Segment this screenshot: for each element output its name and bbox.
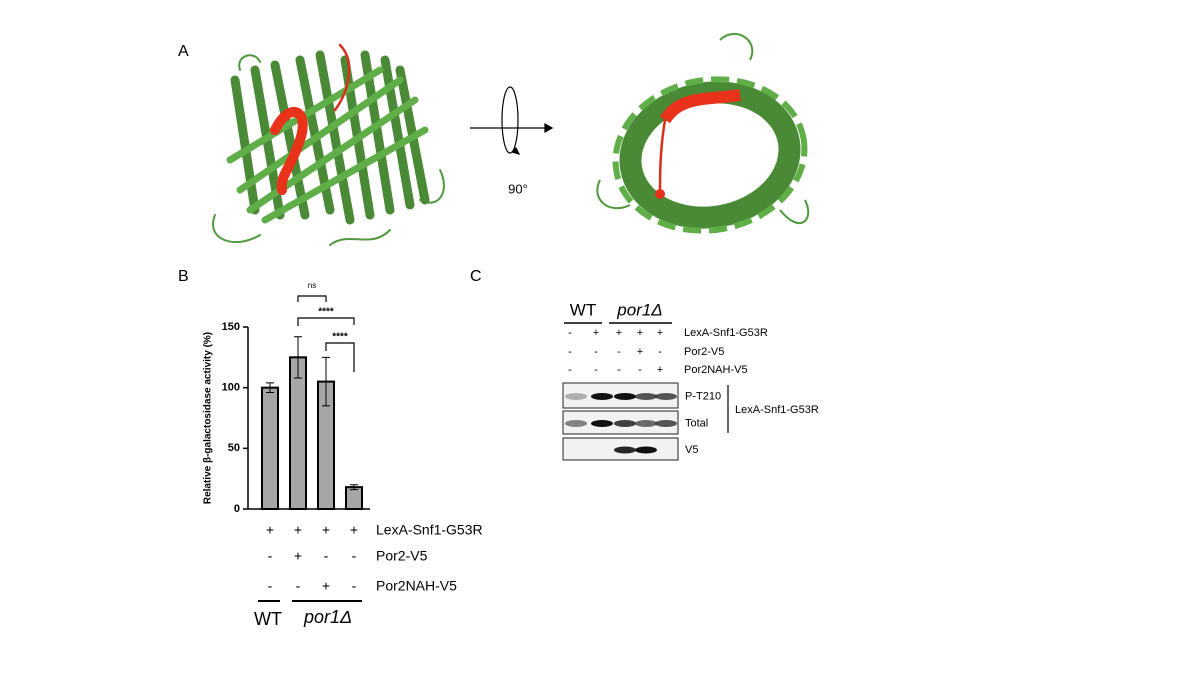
blot-band [591, 393, 613, 400]
condition-sign: - [594, 364, 598, 376]
blot-band [635, 393, 657, 400]
condition-sign: - [296, 578, 301, 594]
error-bar [294, 336, 302, 379]
error-bar [322, 356, 330, 407]
blot-label: P-T210 [685, 390, 721, 402]
condition-sign: - [352, 548, 357, 564]
condition-sign: - [268, 578, 273, 594]
condition-label: LexA-Snf1-G53R [684, 327, 768, 339]
condition-sign: + [616, 327, 622, 339]
panel-label: A [178, 43, 189, 60]
blot-band [614, 420, 636, 427]
blot-band [591, 420, 613, 427]
blot-label: V5 [685, 444, 698, 456]
panel-label: C [470, 268, 482, 285]
bar [261, 386, 279, 510]
significance-bracket [325, 342, 355, 372]
group-label: WT [570, 300, 596, 319]
condition-sign: - [594, 346, 598, 358]
group-label: por1Δ [303, 607, 352, 627]
condition-sign: - [568, 364, 572, 376]
structure-top-view [596, 33, 810, 234]
y-axis-label: Relative β-galactosidase activity (%) [203, 332, 214, 504]
y-tick-label: 0 [234, 503, 240, 515]
blot-band [614, 393, 636, 400]
structure-side-view [212, 43, 445, 246]
y-tick-label: 50 [228, 442, 240, 454]
condition-sign: + [294, 522, 302, 538]
group-label: por1Δ [616, 300, 662, 319]
condition-sign: + [322, 578, 330, 594]
significance-label: **** [332, 332, 348, 343]
condition-sign: - [324, 548, 329, 564]
condition-sign: + [294, 548, 302, 564]
condition-sign: + [266, 522, 274, 538]
rotation-label: 90° [508, 181, 528, 196]
blot-band [565, 420, 587, 427]
western-blot: WT por1Δ - + + + + LexA-Snf1-G53R - - - + - Por2-V5 - -… [562, 300, 819, 461]
condition-sign: - [658, 346, 662, 358]
condition-label: LexA-Snf1-G53R [376, 522, 483, 538]
significance-label: ns [308, 281, 316, 290]
blot-label: Total [685, 417, 708, 429]
group-label: WT [254, 609, 282, 629]
condition-label: Por2-V5 [684, 346, 724, 358]
condition-label: Por2NAH-V5 [684, 364, 748, 376]
condition-sign: + [350, 522, 358, 538]
blot-band [655, 393, 677, 400]
error-bar [266, 382, 274, 394]
condition-sign: + [637, 327, 643, 339]
condition-sign: + [593, 327, 599, 339]
condition-sign: - [568, 346, 572, 358]
y-tick-label: 150 [222, 321, 240, 333]
blot-band [614, 446, 636, 454]
blot-band [565, 393, 587, 400]
blot-band [635, 420, 657, 427]
error-bar [350, 484, 358, 491]
condition-label: Por2-V5 [376, 548, 428, 564]
significance-label: **** [318, 307, 334, 318]
condition-sign: + [322, 522, 330, 538]
condition-sign: - [268, 548, 273, 564]
condition-sign: + [657, 327, 663, 339]
bracket-label: LexA-Snf1-G53R [735, 404, 819, 416]
condition-label: Por2NAH-V5 [376, 578, 457, 594]
condition-sign: + [637, 346, 643, 358]
blot-band [635, 446, 657, 454]
condition-sign: - [617, 346, 621, 358]
bar [345, 486, 363, 511]
blot-band [655, 420, 677, 427]
bar-chart: 0 50 100 150 ns **** **** + + + + LexA-Snf1-G53R - + -… [222, 281, 483, 629]
panel-label: B [178, 268, 189, 285]
condition-sign: + [657, 364, 663, 376]
bar [289, 356, 307, 511]
condition-sign: - [352, 578, 357, 594]
y-tick-label: 100 [222, 382, 240, 394]
significance-bracket [297, 317, 355, 326]
condition-sign: - [638, 364, 642, 376]
rotation-symbol [470, 86, 554, 155]
condition-sign: - [617, 364, 621, 376]
condition-sign: - [568, 327, 572, 339]
significance-bracket [297, 295, 327, 302]
